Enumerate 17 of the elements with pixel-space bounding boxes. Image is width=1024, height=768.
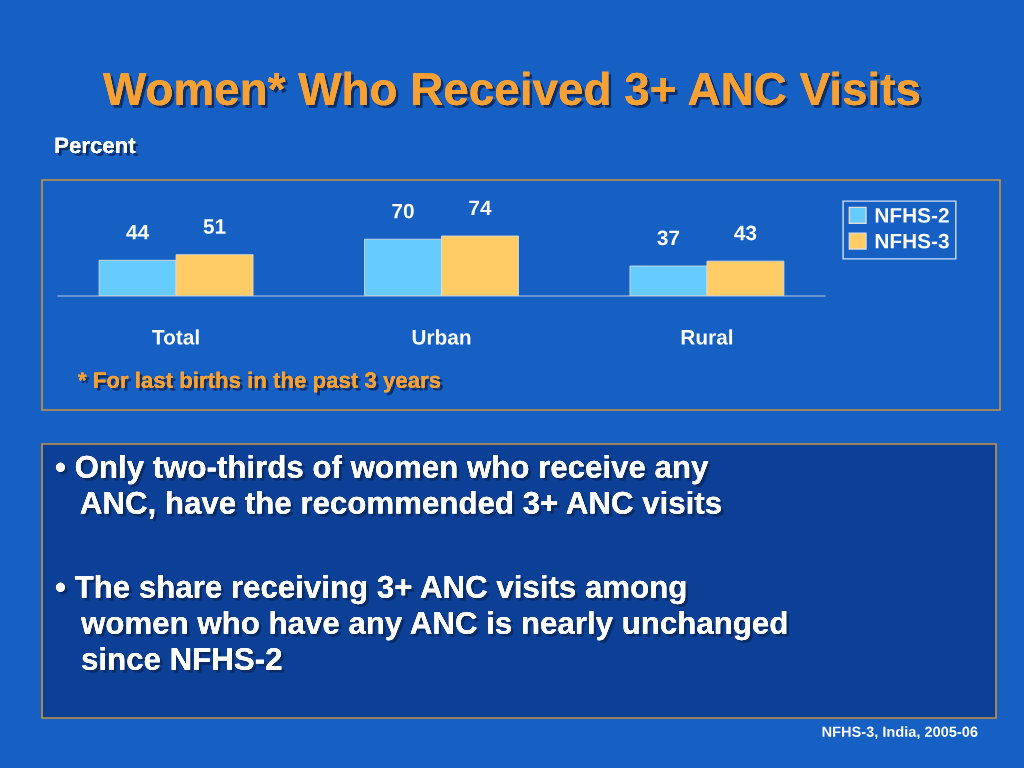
x-tick-label: Rural [681, 329, 733, 345]
x-tick-label: Total [152, 329, 199, 345]
data-label: 70 [392, 203, 414, 219]
data-label: 43 [734, 225, 757, 241]
text: NFHS-3, India, 2005-06 [822, 726, 978, 740]
text: * For last births in the past 3 years [78, 371, 443, 396]
x-tick-label: Urban [412, 329, 471, 345]
text: • Only two-thirds of women who receive any ANC, have the recommended 3+ ANC visits [55, 455, 724, 522]
data-label: 74 [469, 200, 492, 216]
data-label: 51 [203, 219, 226, 234]
data-label: 44 [126, 225, 150, 240]
legend-label: NFHS-3 [875, 233, 949, 249]
data-label: 37 [657, 230, 680, 246]
text: • The share receiving 3+ ANC visits among women who have any ANC is nearly unchanged since NFHS-2 [55, 575, 790, 673]
chart-title: Women* Who Received 3+ ANC Visits [103, 71, 922, 109]
y-axis-title: Percent [55, 137, 139, 156]
legend-label: NFHS-2 [875, 208, 949, 223]
